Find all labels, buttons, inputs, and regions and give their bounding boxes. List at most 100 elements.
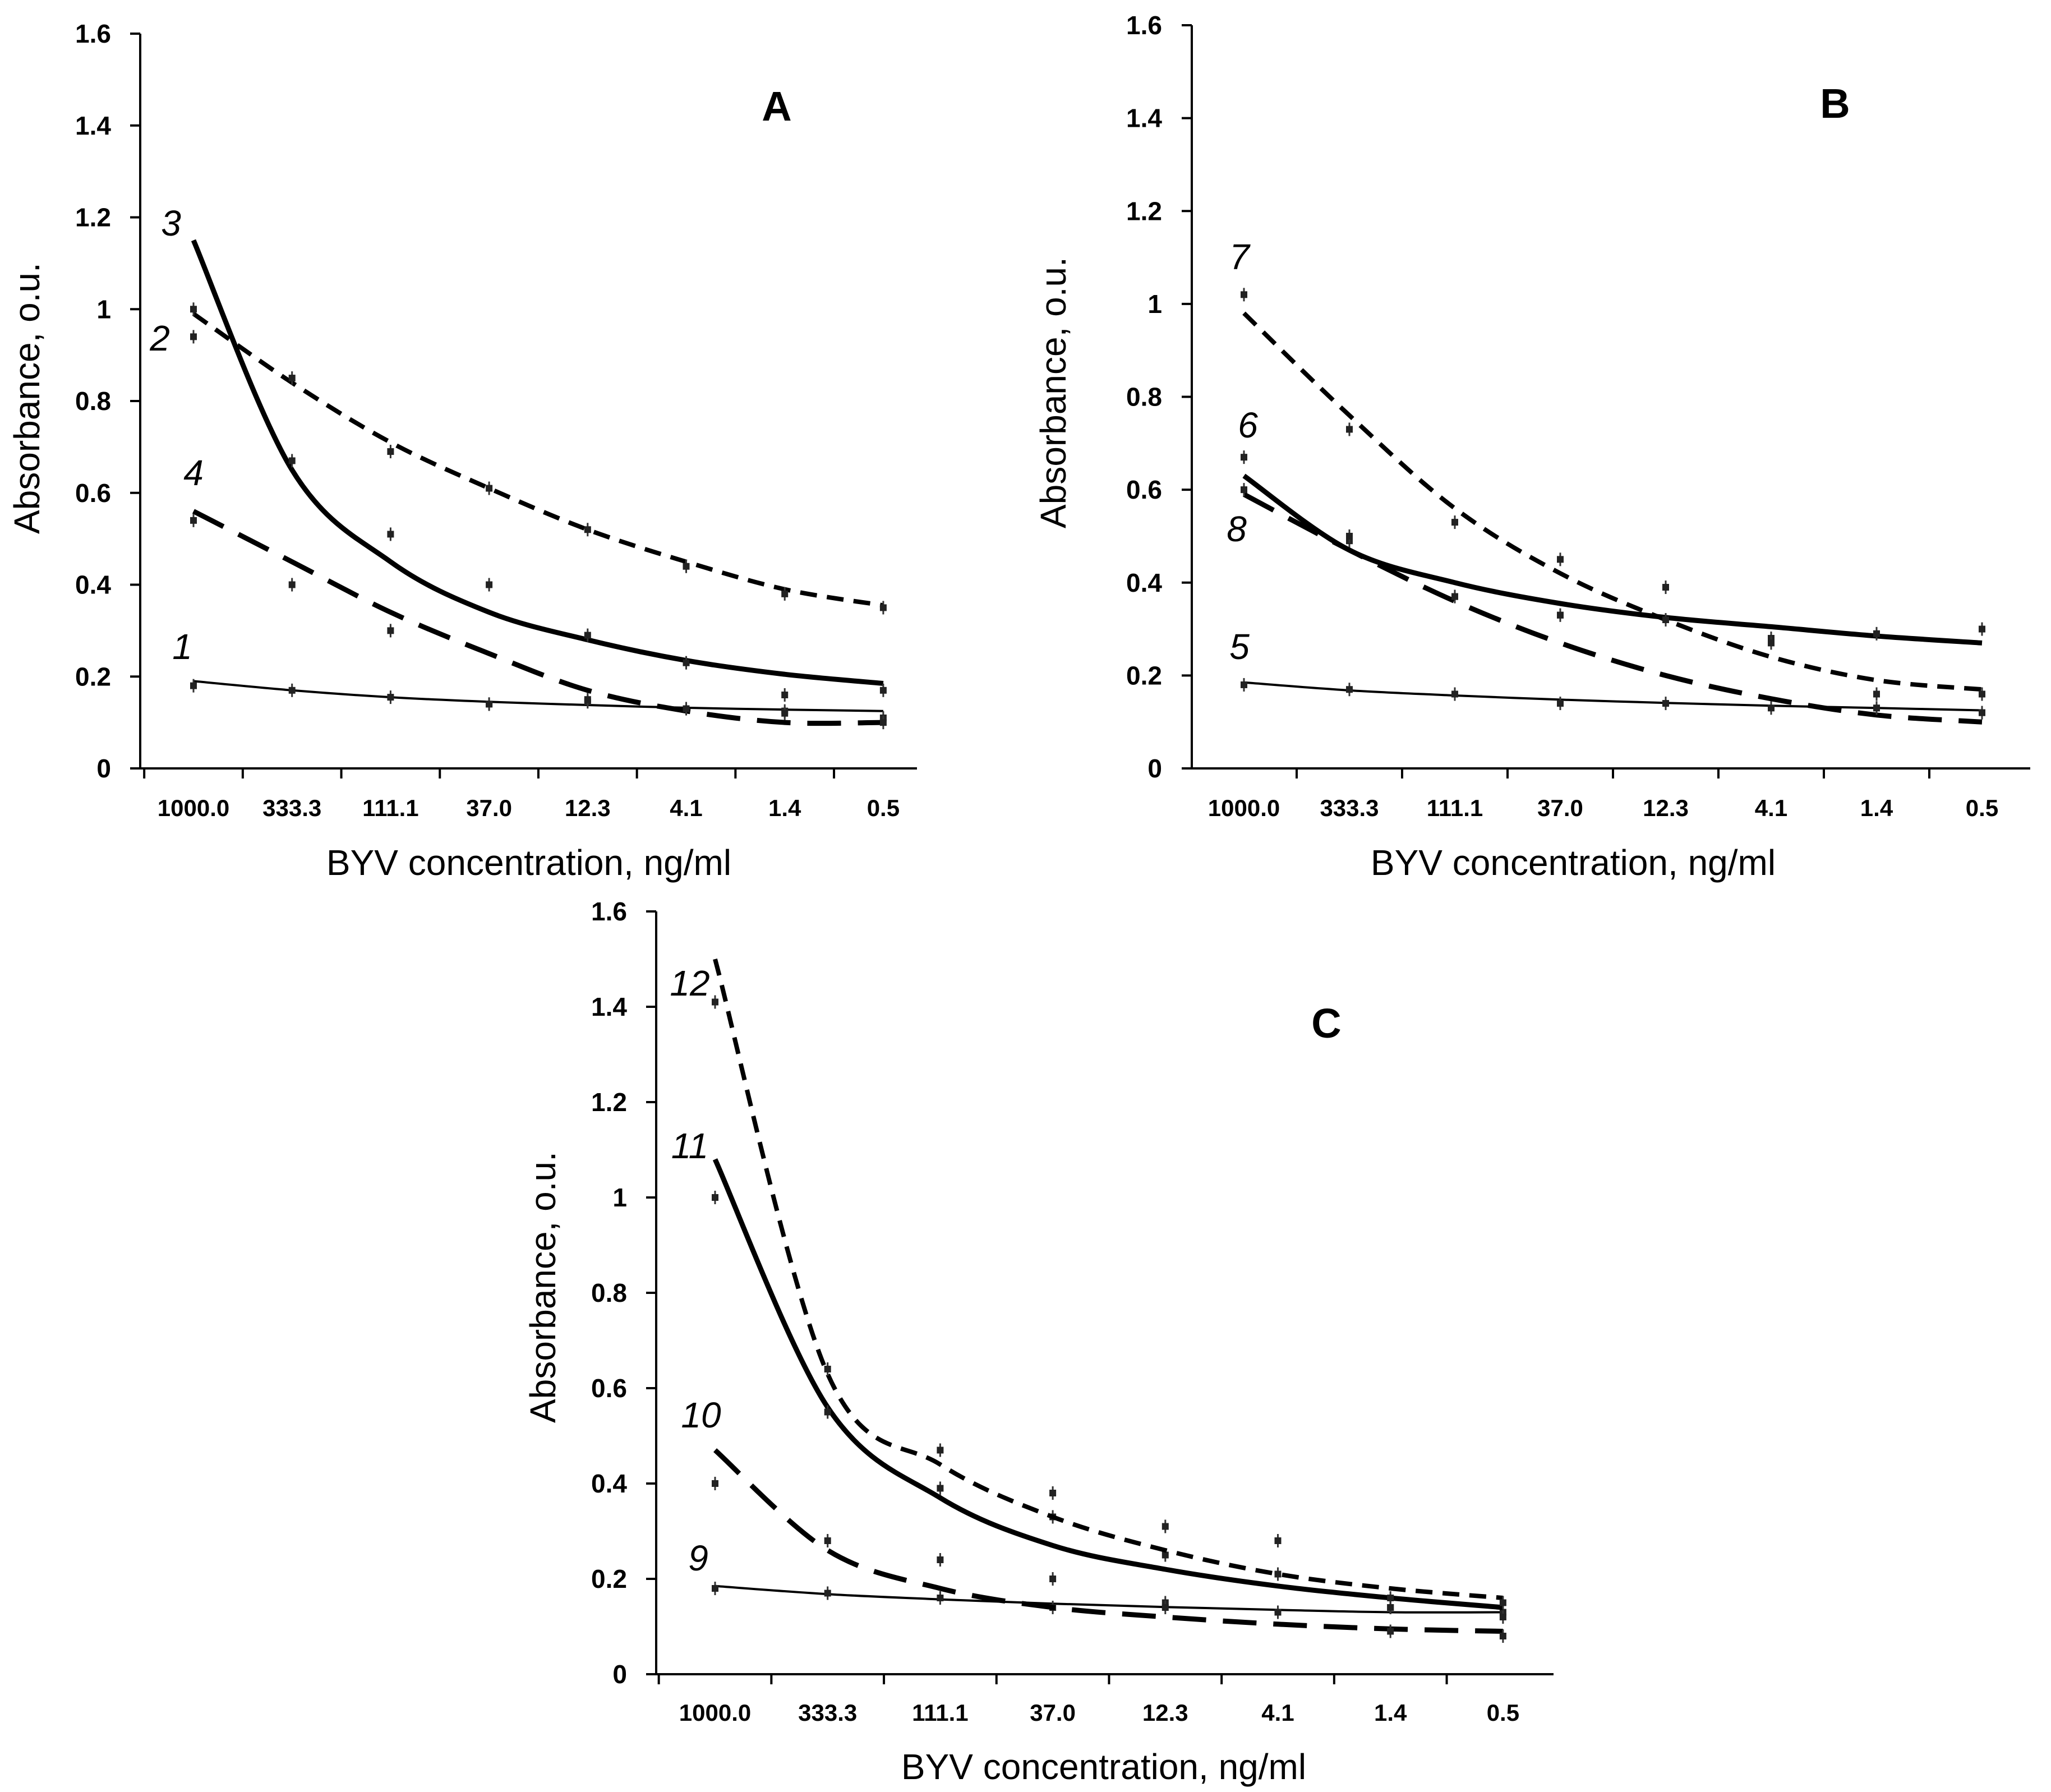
series-9-fit-line xyxy=(715,1584,1503,1614)
series-8-point xyxy=(1346,532,1353,540)
series-10-point xyxy=(824,1537,831,1544)
panel-letter: A xyxy=(762,83,791,130)
series-4-point xyxy=(190,517,197,524)
series-11-point xyxy=(1162,1551,1169,1559)
x-tick-label: 0.5 xyxy=(1487,1699,1519,1726)
series-2-point xyxy=(486,485,493,492)
y-tick-label: 1.6 xyxy=(591,897,627,926)
series-10-fit-line xyxy=(713,1448,1503,1634)
panel-letter: B xyxy=(1820,80,1850,127)
x-tick-label: 111.1 xyxy=(1427,795,1483,821)
series-2-point xyxy=(879,604,887,611)
series-10-point xyxy=(937,1556,944,1563)
series-8-point xyxy=(1979,709,1985,716)
series-4-point xyxy=(584,696,591,703)
series-11-point xyxy=(1499,1614,1506,1620)
series-3-point xyxy=(387,531,394,538)
series-11-point xyxy=(712,1194,718,1201)
series-2-point xyxy=(387,448,394,455)
series-4-point xyxy=(683,705,690,712)
series-11-fit-line xyxy=(712,1158,1504,1610)
series-4-label: 4 xyxy=(183,453,204,493)
y-tick-label: 0 xyxy=(96,754,111,783)
series-7-point xyxy=(1873,690,1880,698)
series-5-label: 5 xyxy=(1229,626,1250,667)
series-7-fit-line xyxy=(1242,311,1983,692)
series-11-point xyxy=(1387,1595,1394,1601)
series-3-point xyxy=(288,457,296,464)
x-tick-label: 333.3 xyxy=(262,795,321,821)
series-2-point xyxy=(288,375,296,382)
series-10-point xyxy=(712,1480,718,1487)
series-9-point xyxy=(712,1585,718,1592)
y-tick-label: 1.6 xyxy=(1126,11,1162,40)
y-axis-title: Absorbance, o.u. xyxy=(523,1151,563,1423)
x-tick-label: 12.3 xyxy=(1142,1699,1188,1726)
series-11-label: 11 xyxy=(671,1126,708,1166)
series-6-point xyxy=(1979,625,1985,633)
series-10-label: 10 xyxy=(681,1395,721,1435)
y-tick-label: 0.6 xyxy=(1126,475,1162,504)
series-12-point xyxy=(824,1366,831,1372)
series-2-point xyxy=(781,590,789,597)
series-7-point xyxy=(1557,556,1564,563)
y-axis-title: Absorbance, o.u. xyxy=(1033,257,1073,528)
y-tick-label: 0.6 xyxy=(591,1374,627,1403)
x-tick-label: 111.1 xyxy=(912,1699,968,1726)
y-tick-label: 0.2 xyxy=(1126,661,1162,690)
series-8-label: 8 xyxy=(1227,509,1247,549)
series-12-point xyxy=(1499,1599,1506,1606)
x-tick-label: 111.1 xyxy=(362,795,418,821)
series-10-point xyxy=(1049,1576,1057,1582)
series-4-point xyxy=(486,701,493,708)
series-4-fit-line xyxy=(192,509,883,726)
series-8-point xyxy=(1768,639,1775,647)
x-tick-label: 4.1 xyxy=(1755,795,1787,821)
x-axis-title: BYV concentration, ng/ml xyxy=(1371,842,1776,883)
series-12-point xyxy=(1387,1604,1394,1611)
series-1-point xyxy=(387,694,394,701)
series-12-point xyxy=(1274,1537,1282,1544)
x-axis-title: BYV concentration, ng/ml xyxy=(326,842,731,883)
x-tick-label: 1.4 xyxy=(1374,1699,1407,1726)
x-tick-label: 0.5 xyxy=(1966,795,1998,821)
series-9-point xyxy=(937,1595,944,1601)
series-7-label: 7 xyxy=(1229,237,1251,277)
series-5-point xyxy=(1662,700,1669,707)
series-3-point xyxy=(781,692,789,698)
x-tick-label: 1000.0 xyxy=(158,795,229,821)
series-12-point xyxy=(712,998,718,1006)
series-3-point xyxy=(584,632,591,639)
series-11-point xyxy=(937,1485,944,1492)
x-tick-label: 12.3 xyxy=(1643,795,1689,821)
x-tick-label: 37.0 xyxy=(1537,795,1583,821)
y-tick-label: 1 xyxy=(1147,289,1162,319)
y-tick-label: 1 xyxy=(96,294,111,324)
y-tick-label: 0.8 xyxy=(591,1278,627,1307)
chart-panel-a: 0 0.2 0.4 0.6 0.8 1 1.2 1.4 1.6 1000.0 333.3 111.1 3… xyxy=(7,19,917,883)
series-7-point xyxy=(1241,291,1247,298)
x-tick-label: 0.5 xyxy=(867,795,900,821)
series-7-point xyxy=(1662,584,1669,591)
series-1-point xyxy=(288,687,296,694)
y-tick-label: 0.8 xyxy=(1126,383,1162,412)
series-3-label: 3 xyxy=(161,203,181,243)
series-2-point xyxy=(584,526,591,533)
series-10-point xyxy=(1162,1604,1169,1611)
series-10-point xyxy=(1499,1633,1506,1639)
series-7-point xyxy=(1346,426,1353,433)
y-tick-label: 0.4 xyxy=(1126,568,1162,597)
x-tick-label: 12.3 xyxy=(565,795,611,821)
series-1-point xyxy=(190,682,197,689)
y-tick-label: 1.2 xyxy=(591,1088,627,1117)
series-3-fit-line xyxy=(191,239,884,686)
series-5-point xyxy=(1241,681,1247,688)
y-tick-label: 0.4 xyxy=(591,1469,627,1498)
series-8-point xyxy=(1873,704,1880,712)
series-5-point xyxy=(1346,686,1353,693)
x-tick-label: 4.1 xyxy=(670,795,702,821)
series-6-label: 6 xyxy=(1238,405,1258,445)
y-tick-label: 1.2 xyxy=(75,203,111,232)
series-5-point xyxy=(1451,690,1458,698)
series-8-point xyxy=(1662,616,1669,623)
